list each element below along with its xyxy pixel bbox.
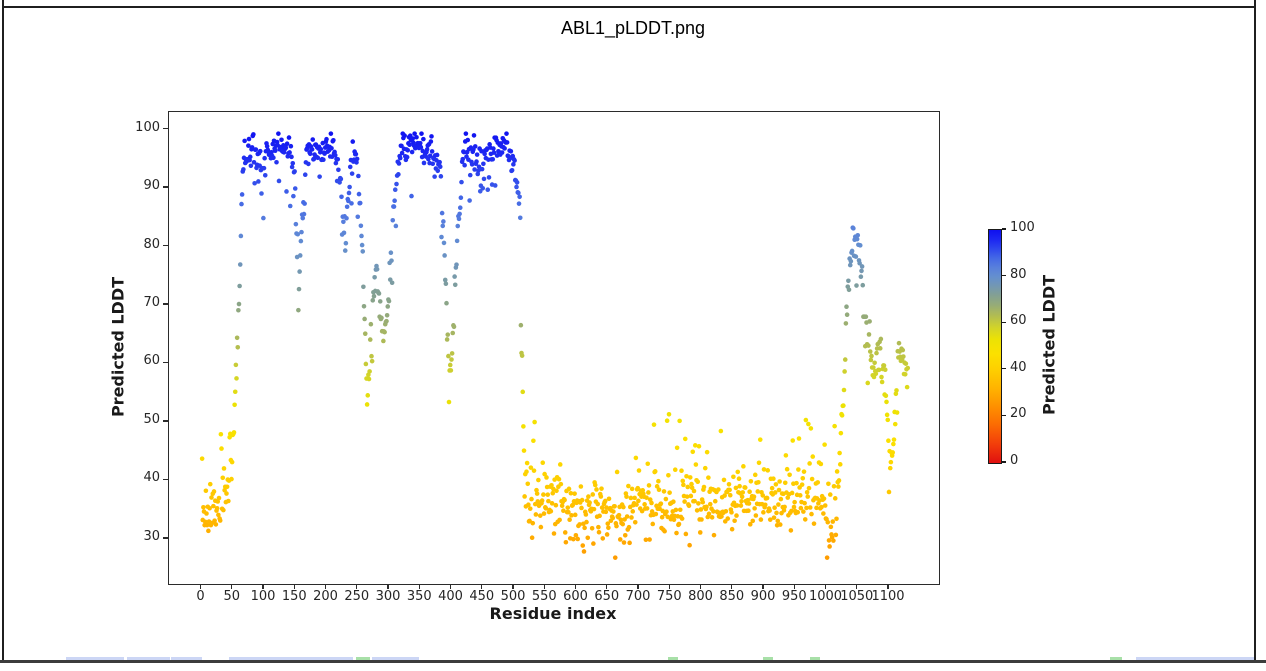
y-tick-mark bbox=[163, 537, 168, 539]
colorbar-tick-label: 80 bbox=[1010, 266, 1027, 282]
y-tick-label: 30 bbox=[143, 528, 160, 544]
colorbar-tick-label: 60 bbox=[1010, 313, 1027, 329]
cropped-element-strip bbox=[127, 657, 170, 660]
x-tick-label: 850 bbox=[719, 589, 745, 604]
colorbar-tick-label: 0 bbox=[1010, 453, 1019, 468]
x-tick-mark bbox=[699, 584, 702, 589]
x-tick-mark bbox=[574, 584, 577, 589]
x-tick-label: 1100 bbox=[871, 589, 905, 604]
x-tick-label: 950 bbox=[781, 589, 807, 604]
cropped-element-strip bbox=[229, 657, 353, 660]
x-tick-label: 0 bbox=[196, 589, 205, 604]
x-tick-label: 1000 bbox=[808, 589, 843, 604]
x-tick-label: 700 bbox=[625, 589, 651, 604]
colorbar-tick-label: 100 bbox=[1010, 220, 1035, 235]
x-tick-label: 550 bbox=[531, 589, 557, 604]
x-tick-label: 200 bbox=[313, 589, 338, 604]
colorbar-tick-mark bbox=[1002, 321, 1006, 323]
window-border-right bbox=[1254, 0, 1256, 661]
colorbar-tick-mark bbox=[1002, 414, 1006, 416]
colorbar-tick-label: 20 bbox=[1010, 406, 1027, 422]
cropped-element-strip bbox=[66, 657, 124, 660]
x-tick-mark bbox=[668, 584, 670, 589]
x-tick-label: 500 bbox=[500, 589, 526, 604]
x-tick-label: 150 bbox=[281, 589, 307, 604]
y-tick-label: 90 bbox=[143, 178, 160, 194]
cropped-element-strip bbox=[1136, 657, 1254, 660]
y-tick-label: 40 bbox=[143, 470, 160, 486]
cropped-element-strip bbox=[668, 657, 678, 660]
x-tick-label: 900 bbox=[750, 589, 776, 604]
cropped-element-strip bbox=[171, 657, 202, 660]
x-tick-label: 400 bbox=[438, 589, 463, 604]
y-tick-label: 50 bbox=[143, 411, 160, 427]
x-tick-label: 350 bbox=[406, 589, 432, 604]
x-tick-mark bbox=[481, 584, 483, 589]
y-tick-mark bbox=[163, 244, 168, 247]
x-tick-mark bbox=[293, 584, 295, 589]
x-tick-mark bbox=[199, 584, 202, 589]
x-tick-mark bbox=[887, 584, 889, 589]
window-border-top bbox=[2, 6, 1256, 8]
window-border-bottom bbox=[0, 660, 1266, 663]
y-tick-mark bbox=[163, 361, 168, 364]
y-tick-label: 70 bbox=[143, 295, 160, 310]
x-tick-mark bbox=[356, 584, 358, 589]
cropped-element-strip bbox=[372, 657, 419, 660]
cropped-element-strip bbox=[763, 657, 773, 660]
x-tick-mark bbox=[762, 584, 764, 589]
x-tick-mark bbox=[543, 584, 545, 589]
colorbar-label: Predicted LDDT bbox=[1039, 274, 1059, 416]
x-tick-mark bbox=[856, 584, 858, 589]
window-border-left bbox=[2, 0, 4, 661]
y-tick-label: 80 bbox=[143, 236, 160, 252]
colorbar-tick-mark bbox=[1002, 275, 1006, 277]
colorbar-tick-mark bbox=[1002, 461, 1006, 463]
y-tick-mark bbox=[163, 303, 168, 305]
x-tick-mark bbox=[606, 584, 608, 589]
x-tick-mark bbox=[387, 584, 389, 589]
x-tick-mark bbox=[637, 584, 639, 589]
x-tick-mark bbox=[324, 584, 327, 589]
image-caption: ABL1_pLDDT.png bbox=[560, 18, 706, 38]
colorbar-tick-mark bbox=[1002, 368, 1006, 370]
y-tick-mark bbox=[163, 127, 168, 130]
x-tick-label: 1050 bbox=[840, 589, 874, 604]
y-tick-label: 100 bbox=[135, 119, 160, 135]
x-tick-label: 250 bbox=[344, 589, 370, 604]
x-tick-mark bbox=[449, 584, 452, 589]
y-tick-mark bbox=[163, 186, 168, 188]
x-tick-mark bbox=[731, 584, 733, 589]
x-tick-mark bbox=[824, 584, 827, 589]
y-tick-mark bbox=[163, 420, 168, 422]
y-tick-label: 60 bbox=[143, 353, 160, 369]
x-tick-mark bbox=[512, 584, 514, 589]
scatter-canvas bbox=[169, 112, 939, 584]
x-tick-label: 600 bbox=[563, 589, 588, 604]
colorbar-tick-mark bbox=[1002, 228, 1006, 230]
x-tick-mark bbox=[262, 584, 264, 589]
x-tick-mark bbox=[231, 584, 233, 589]
x-tick-label: 300 bbox=[375, 589, 401, 604]
cropped-element-strip bbox=[1110, 657, 1122, 660]
x-tick-label: 100 bbox=[250, 589, 276, 604]
x-tick-label: 50 bbox=[223, 589, 241, 604]
cropped-element-strip bbox=[356, 657, 370, 660]
x-tick-label: 800 bbox=[688, 589, 713, 604]
x-tick-mark bbox=[418, 584, 420, 589]
x-tick-label: 650 bbox=[594, 589, 620, 604]
x-tick-label: 750 bbox=[656, 589, 682, 604]
x-tick-label: 450 bbox=[469, 589, 495, 604]
colorbar bbox=[988, 229, 1002, 464]
x-axis-label: Residue index bbox=[489, 604, 617, 623]
y-axis-label: Predicted LDDT bbox=[108, 276, 128, 418]
plot-area bbox=[168, 111, 940, 585]
colorbar-tick-label: 40 bbox=[1010, 359, 1027, 375]
x-tick-mark bbox=[793, 584, 795, 589]
cropped-element-strip bbox=[810, 657, 820, 660]
y-tick-mark bbox=[163, 478, 168, 481]
